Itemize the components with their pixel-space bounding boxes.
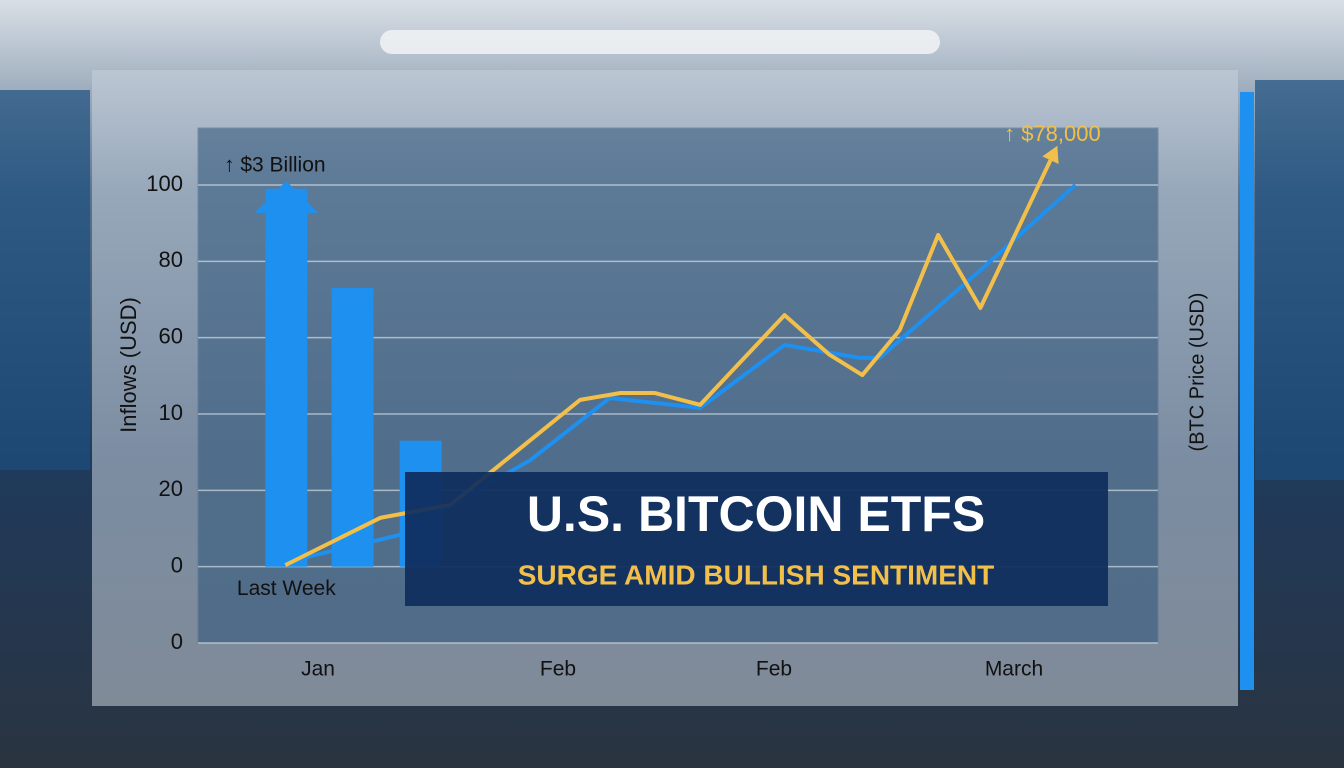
y-tick-label: 0 [171, 629, 183, 654]
y-tick-label: 60 [159, 323, 183, 348]
annotation: Last Week [237, 577, 336, 600]
y-tick-label: 10 [159, 400, 183, 425]
bar [265, 188, 308, 567]
x-tick-label: Feb [540, 658, 576, 681]
annotation: ↑ $78,000 [1004, 121, 1101, 146]
screen-left [0, 90, 90, 470]
y-axis-label: Inflows (USD) [116, 297, 141, 433]
x-tick-label: Feb [756, 658, 792, 681]
x-tick-label: March [985, 658, 1043, 681]
bar-arrowhead [254, 180, 319, 213]
title-box [405, 472, 1108, 606]
screen-right [1255, 80, 1344, 480]
y2-axis-label: (BTC Price (USD) [1186, 293, 1208, 452]
y-tick-label: 20 [159, 476, 183, 501]
y-tick-label: 100 [146, 171, 183, 196]
x-tick-label: Jan [301, 658, 335, 681]
title: U.S. BITCOIN ETFS [527, 486, 985, 542]
y-tick-label: 80 [159, 247, 183, 272]
y-tick-label: 0 [171, 552, 183, 577]
line-arrowhead [1042, 145, 1059, 165]
annotation: ↑ $3 Billion [224, 153, 326, 176]
subtitle: SURGE AMID BULLISH SENTIMENT [518, 559, 995, 590]
bar [331, 288, 374, 567]
side-bar [1240, 92, 1254, 690]
plot-layer: 100 80 60 10 20 0 0 Jan Feb Feb March ↑ $3 Billion ↑… [146, 121, 1158, 681]
ceiling-light [380, 30, 940, 54]
